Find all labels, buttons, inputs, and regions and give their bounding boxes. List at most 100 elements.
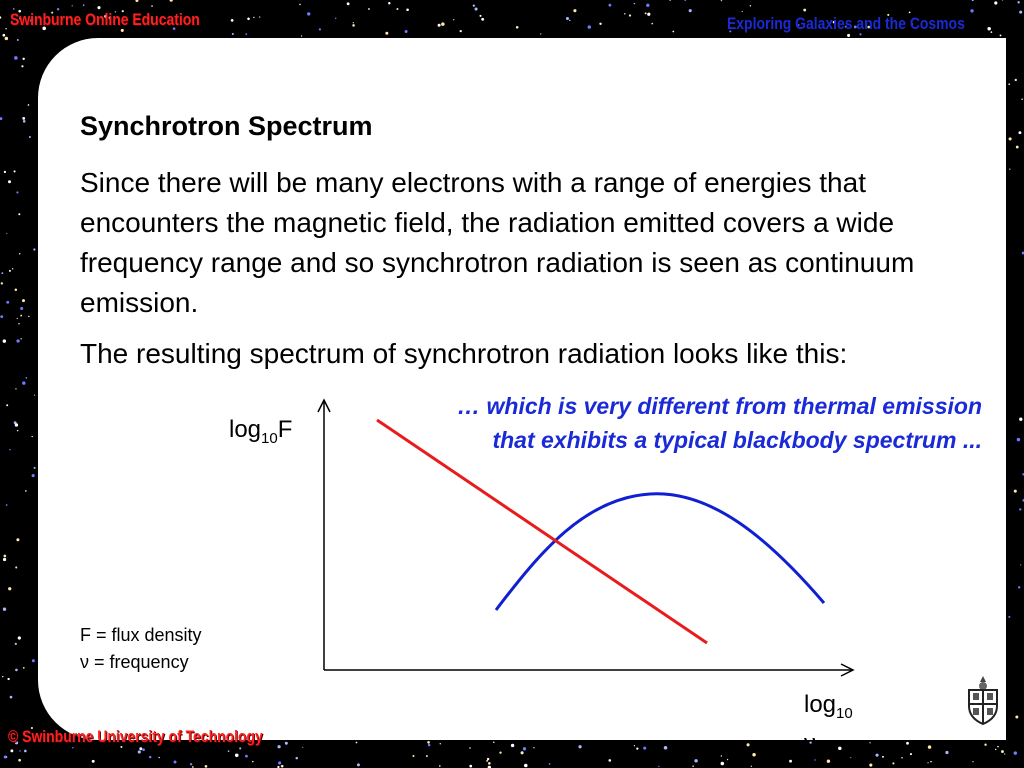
- star: [1016, 437, 1021, 442]
- star: [1, 272, 4, 275]
- star: [1001, 0, 1004, 1]
- star: [6, 404, 9, 407]
- star: [908, 11, 911, 14]
- star: [31, 659, 35, 663]
- star: [692, 765, 694, 767]
- star: [492, 741, 495, 744]
- star: [121, 10, 124, 13]
- star: [20, 314, 23, 317]
- star: [169, 0, 173, 2]
- star: [120, 745, 123, 748]
- star: [646, 3, 650, 7]
- star: [227, 750, 230, 752]
- star: [573, 9, 577, 13]
- university-crest-icon: [968, 676, 998, 726]
- star: [945, 750, 949, 755]
- star: [406, 8, 409, 12]
- star: [24, 489, 27, 492]
- star: [51, 11, 54, 14]
- star: [1015, 145, 1019, 149]
- star: [520, 751, 524, 755]
- synchrotron-line: [376, 418, 708, 645]
- star: [13, 170, 16, 173]
- star: [548, 763, 551, 765]
- star: [33, 394, 36, 396]
- star: [15, 388, 17, 390]
- star: [608, 759, 612, 762]
- star: [245, 33, 248, 36]
- star: [20, 338, 22, 340]
- star: [1019, 508, 1022, 511]
- star: [18, 9, 22, 13]
- star: [352, 24, 355, 27]
- star: [663, 746, 668, 750]
- star: [882, 755, 884, 758]
- star: [1019, 417, 1023, 421]
- star: [247, 17, 250, 21]
- star: [14, 288, 18, 291]
- star: [990, 31, 993, 34]
- star: [726, 758, 729, 761]
- star: [356, 763, 360, 767]
- star: [204, 765, 208, 768]
- star: [137, 750, 141, 754]
- star: [91, 759, 95, 763]
- star: [318, 28, 322, 31]
- star: [3, 554, 7, 558]
- star: [16, 538, 20, 542]
- paragraph-2: The resulting spectrum of synchrotron ra…: [80, 338, 848, 369]
- star: [352, 21, 355, 24]
- star: [158, 756, 160, 759]
- star: [1013, 751, 1018, 755]
- star: [1009, 168, 1011, 170]
- star: [741, 10, 743, 13]
- star: [844, 25, 848, 28]
- star: [8, 587, 12, 591]
- star: [569, 19, 571, 22]
- star: [832, 20, 836, 24]
- star: [859, 33, 862, 36]
- star: [869, 763, 873, 767]
- star: [56, 8, 60, 11]
- star: [120, 28, 124, 32]
- star: [230, 19, 234, 22]
- star: [875, 753, 879, 757]
- y-axis-arrow: [317, 398, 331, 413]
- header-left-title: Swinburne Online Education: [10, 10, 200, 29]
- star: [21, 65, 24, 68]
- star: [33, 466, 36, 469]
- star: [412, 754, 415, 758]
- star: [425, 755, 428, 757]
- star: [633, 745, 635, 747]
- star: [867, 25, 870, 29]
- star: [869, 742, 871, 744]
- star: [469, 764, 473, 768]
- star: [104, 14, 108, 18]
- star: [388, 2, 391, 5]
- star: [481, 17, 485, 21]
- star: [396, 8, 399, 10]
- star: [720, 755, 723, 757]
- star: [694, 759, 698, 763]
- star: [16, 39, 19, 41]
- star: [972, 760, 974, 763]
- blackbody-note: … which is very different from thermal e…: [457, 393, 982, 453]
- star: [82, 4, 85, 6]
- star: [720, 761, 725, 766]
- star: [838, 746, 842, 751]
- legend-frequency: ν = frequency: [80, 652, 189, 672]
- star: [14, 642, 17, 646]
- star: [20, 307, 24, 311]
- star: [624, 13, 626, 15]
- star: [8, 269, 11, 272]
- star: [114, 11, 117, 13]
- star: [2, 339, 7, 343]
- star: [191, 766, 194, 768]
- star: [608, 3, 612, 7]
- star: [278, 761, 282, 765]
- star: [7, 677, 10, 681]
- star: [280, 764, 284, 768]
- star: [524, 763, 528, 768]
- star: [911, 23, 914, 26]
- star: [299, 3, 301, 6]
